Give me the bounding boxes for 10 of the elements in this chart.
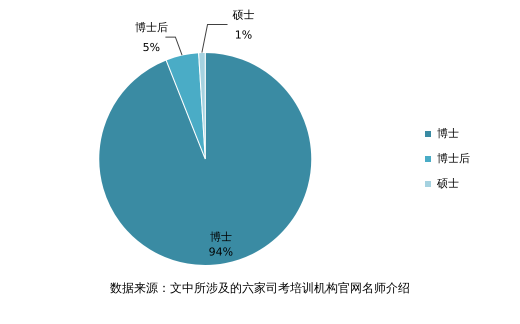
slice-label: 博士 [210,230,232,244]
legend-label: 博士 [437,126,459,140]
data-label: 94% [208,246,234,259]
data-label: 5% [142,41,160,54]
slice-label: 博士后 [134,21,168,34]
legend-label: 博士后 [437,152,470,165]
data-label: 1% [234,28,252,42]
slice-label: 硕士 [232,8,255,22]
legend-label: 硕士 [436,176,459,190]
source-note: 数据来源：文中所涉及的六家司考培训机构官网名师介绍 [109,280,411,297]
